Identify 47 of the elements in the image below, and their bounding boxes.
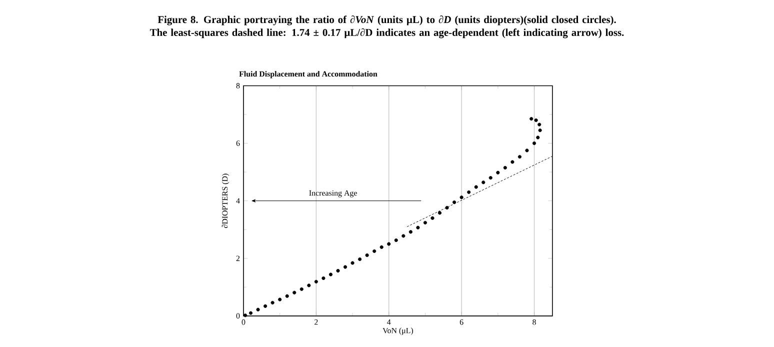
point [482,180,486,184]
point [532,142,536,146]
point [536,136,540,140]
point [423,220,428,225]
point [248,311,253,315]
point [314,280,318,284]
point [445,206,449,210]
point [510,160,514,164]
point [285,294,289,298]
point [372,249,376,254]
point [264,304,268,308]
point [496,170,500,174]
point [452,200,456,204]
point [525,148,529,152]
point [336,269,340,273]
point [402,234,406,238]
point [538,128,542,132]
point [365,254,369,258]
point [518,155,522,159]
point [430,216,434,220]
point [530,117,534,121]
point [387,242,391,246]
point [394,238,398,242]
point [488,176,492,180]
point [322,276,326,280]
point [292,290,296,294]
point [307,284,311,288]
point [438,211,442,215]
point [503,166,507,170]
point [244,314,248,318]
point [474,185,478,189]
point [534,118,538,122]
point [460,196,464,200]
point [343,265,348,269]
point [256,308,260,312]
point [416,226,420,230]
point [328,272,333,276]
point [350,261,354,265]
caption: Figure 8. Graphic portraying the ratio of ∂VoN (units µL) to ∂D (units diopters)(solid closed circles). The least-squares dashed line: 1.74 ± 0.17 µL/∂D indicates an age-dependent (left indicating arrow) loss. [150,16,624,38]
point [538,122,542,126]
point [380,245,384,250]
point [358,258,362,262]
point [270,300,274,305]
point [300,287,304,292]
point [408,230,412,234]
point [278,298,282,302]
point [467,190,471,194]
